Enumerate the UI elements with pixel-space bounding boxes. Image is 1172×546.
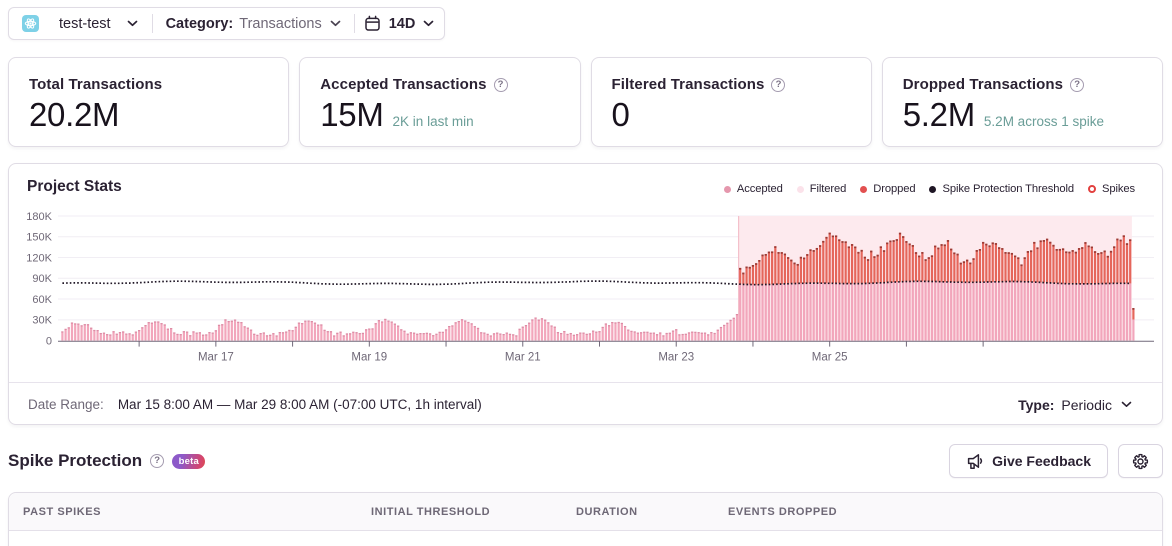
stat-card-subtext: 5.2M across 1 spike: [983, 114, 1104, 129]
spike-protection-title: Spike Protection: [8, 451, 143, 470]
x-axis-label: Mar 19: [351, 352, 387, 364]
project-stats-panel: 0 30K 60K 90K 120K 150K 180K Mar 17 Mar 19 Mar 21…: [8, 163, 1163, 425]
legend-label: Spike Protection Threshold: [942, 183, 1075, 195]
legend-item[interactable]: Spikes: [1088, 183, 1135, 195]
project-platform-icon: [22, 15, 39, 32]
x-axis-label: Mar 25: [812, 352, 848, 364]
table-header-cell: DURATION: [576, 506, 638, 518]
calendar-icon: [364, 15, 380, 31]
stat-cards-row: Total Transactions 20.2M Accepted Transact…: [8, 57, 1163, 147]
divider: [353, 14, 355, 33]
spikes-ring-icon: [1088, 185, 1097, 193]
legend-item[interactable]: Dropped: [860, 183, 916, 195]
legend-dot-icon: [796, 185, 804, 193]
stat-card-subtext: 2K in last min: [392, 114, 474, 129]
help-icon[interactable]: ?: [150, 454, 165, 468]
chevron-down-icon: [423, 20, 434, 27]
stat-card: Total Transactions 20.2M: [8, 57, 290, 147]
type-value: Periodic: [1061, 396, 1112, 413]
accepted-bars: [61, 281, 1135, 341]
settings-button[interactable]: [1118, 444, 1163, 478]
chevron-down-icon: [127, 20, 137, 27]
legend-item[interactable]: Accepted: [723, 183, 783, 195]
date-range-value: Mar 15 8:00 AM — Mar 29 8:00 AM (-07:00 …: [117, 397, 482, 412]
give-feedback-button[interactable]: Give Feedback: [949, 444, 1108, 478]
help-icon[interactable]: ?: [493, 77, 508, 92]
y-axis-label: 60K: [32, 294, 52, 306]
category-selector[interactable]: Transactions: [239, 15, 322, 32]
table-header-cell: EVENTS DROPPED: [728, 506, 838, 518]
page-filter-bar: test-test Category: Transactions 14D: [8, 7, 445, 40]
legend-label: Dropped: [873, 183, 916, 195]
past-spikes-table: PAST SPIKES INITIAL THRESHOLD DURATION EVEN…: [8, 492, 1163, 546]
table-row: [9, 531, 1162, 546]
stat-card: Dropped Transactions? 5.2M 5.2M across 1 s…: [881, 57, 1163, 147]
stat-card: Accepted Transactions? 15M 2K in last min: [299, 57, 581, 147]
chart-legend: Accepted Filtered Dropped Spike Protection …: [723, 183, 1135, 195]
transform-type-selector[interactable]: Type: Periodic: [1018, 397, 1132, 413]
legend-item[interactable]: Spike Protection Threshold: [929, 183, 1074, 195]
y-axis-label: 0: [46, 335, 52, 347]
y-axis-label: 180K: [26, 211, 52, 223]
y-axis-label: 120K: [26, 252, 52, 264]
legend-label: Filtered: [809, 183, 847, 195]
stat-card-value: 0: [611, 96, 630, 133]
stat-card: Filtered Transactions? 0: [590, 57, 872, 147]
type-label: Type:: [1018, 396, 1055, 413]
stat-card-value: 20.2M: [29, 96, 120, 133]
beta-badge: beta: [172, 453, 206, 469]
stat-card-title: Filtered Transactions: [611, 76, 765, 93]
chevron-down-icon: [330, 20, 341, 27]
gear-icon: [1132, 453, 1149, 469]
project-selector[interactable]: test-test: [59, 15, 111, 32]
dropped-bars: [739, 232, 1135, 320]
table-header-cell: INITIAL THRESHOLD: [371, 506, 491, 518]
help-icon[interactable]: ?: [771, 77, 786, 92]
category-label: Category:: [165, 15, 234, 32]
date-range-selector[interactable]: 14D: [388, 15, 416, 32]
give-feedback-label: Give Feedback: [992, 453, 1091, 469]
table-header-row: PAST SPIKES INITIAL THRESHOLD DURATION EVEN…: [9, 493, 1162, 531]
x-axis-label: Mar 17: [198, 352, 234, 364]
y-axis-label: 90K: [32, 273, 52, 285]
megaphone-icon: [968, 453, 983, 469]
x-axis-label: Mar 21: [505, 352, 541, 364]
x-axis-label: Mar 23: [658, 352, 694, 364]
y-axis-label: 150K: [26, 232, 52, 244]
divider: [151, 14, 153, 33]
stat-card-value: 5.2M: [902, 96, 975, 133]
spike-protection-header: Spike Protection ? beta Give Feedback: [8, 443, 1163, 479]
legend-label: Accepted: [736, 183, 783, 195]
threshold-line: [62, 280, 1131, 286]
help-icon[interactable]: ?: [1070, 77, 1085, 92]
usage-chart: 0 30K 60K 90K 120K 150K 180K Mar 17 Mar 19 Mar 21…: [26, 211, 1154, 364]
chevron-down-icon: [1121, 401, 1132, 407]
stat-card-title: Accepted Transactions: [320, 76, 487, 93]
stat-card-value: 15M: [320, 96, 384, 133]
legend-item[interactable]: Filtered: [796, 183, 847, 195]
date-range-label: Date Range:: [28, 397, 104, 412]
chart-footer: Date Range: Mar 15 8:00 AM — Mar 29 8:00…: [9, 382, 1162, 426]
y-axis-label: 30K: [32, 315, 52, 327]
chart-title: Project Stats: [27, 178, 122, 195]
table-header-cell: PAST SPIKES: [23, 506, 101, 518]
stat-card-title: Dropped Transactions: [902, 76, 1064, 93]
legend-label: Spikes: [1102, 183, 1135, 195]
legend-dot-icon: [860, 185, 868, 193]
legend-dot-icon: [723, 185, 731, 193]
stat-card-title: Total Transactions: [29, 76, 163, 93]
legend-dot-icon: [929, 185, 937, 193]
